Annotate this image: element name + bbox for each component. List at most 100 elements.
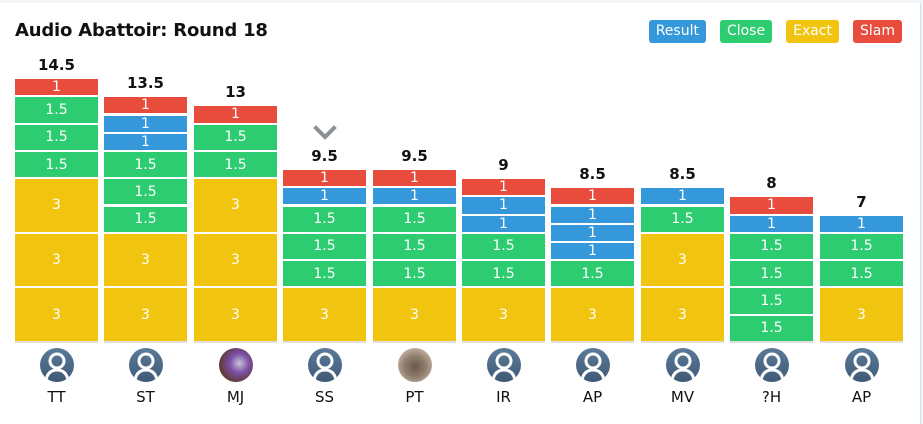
bar-segment-result[interactable]: 1 xyxy=(820,215,903,232)
bar-baseline xyxy=(641,341,724,343)
bar-segment-result[interactable]: 1 xyxy=(551,206,634,223)
total-label: 8 xyxy=(766,174,777,193)
bar-segment-exact[interactable]: 3 xyxy=(462,288,545,341)
bar-segment-close[interactable]: 1.5 xyxy=(730,233,813,260)
avatar-photo[interactable] xyxy=(397,348,432,382)
bar-segment-result[interactable]: 1 xyxy=(730,215,813,232)
bar-segment-slam[interactable]: 1 xyxy=(15,79,98,96)
player-initials: AP xyxy=(851,388,872,406)
bar-baseline xyxy=(730,341,813,343)
legend-close[interactable]: Close xyxy=(719,20,773,43)
bar-segment-result[interactable]: 1 xyxy=(104,133,187,150)
bar-segment-result[interactable]: 1 xyxy=(641,188,724,205)
bar-segment-exact[interactable]: 3 xyxy=(194,288,277,341)
player-initials: ?H xyxy=(761,388,782,406)
bar-segment-close[interactable]: 1.5 xyxy=(104,206,187,232)
bar-segment-slam[interactable]: 1 xyxy=(462,179,545,196)
bar-segment-close[interactable]: 1.5 xyxy=(283,206,366,232)
bar-baseline xyxy=(194,341,277,343)
bar-segment-close[interactable]: 1.5 xyxy=(283,233,366,260)
bar-baseline xyxy=(104,341,187,343)
bar-segment-exact[interactable]: 3 xyxy=(104,288,187,341)
bar-segment-close[interactable]: 1.5 xyxy=(104,151,187,178)
legend-result[interactable]: Result xyxy=(648,20,706,43)
user-avatar-icon[interactable] xyxy=(486,348,521,382)
bar-segment-result[interactable]: 1 xyxy=(551,242,634,260)
bar-segment-slam[interactable]: 1 xyxy=(373,170,456,187)
bar-baseline xyxy=(462,341,545,343)
chevron-down-icon[interactable] xyxy=(312,125,337,141)
user-avatar-icon[interactable] xyxy=(665,348,700,382)
bar-baseline xyxy=(820,341,903,343)
bar-segment-exact[interactable]: 3 xyxy=(194,233,277,287)
player-initials: ST xyxy=(136,388,155,406)
avatar-photo[interactable] xyxy=(218,348,253,382)
bar-segment-close[interactable]: 1.5 xyxy=(373,233,456,260)
bar-segment-exact[interactable]: 3 xyxy=(641,288,724,341)
legend-slam[interactable]: Slam xyxy=(853,20,902,43)
player-initials: PT xyxy=(405,388,424,406)
bar-segment-exact[interactable]: 3 xyxy=(104,233,187,287)
total-label: 13 xyxy=(225,83,246,102)
bar-segment-close[interactable]: 1.5 xyxy=(820,233,903,260)
bar-segment-result[interactable]: 1 xyxy=(283,188,366,205)
bar-segment-close[interactable]: 1.5 xyxy=(373,261,456,287)
bar-segment-result[interactable]: 1 xyxy=(104,115,187,132)
user-avatar-icon[interactable] xyxy=(128,348,163,382)
bar-segment-slam[interactable]: 1 xyxy=(730,197,813,214)
bar-baseline xyxy=(551,341,634,343)
chart-title: Audio Abattoir: Round 18 xyxy=(15,20,268,41)
bar-segment-close[interactable]: 1.5 xyxy=(730,261,813,287)
bar-segment-exact[interactable]: 3 xyxy=(15,179,98,232)
bar-segment-close[interactable]: 1.5 xyxy=(104,179,187,205)
bar-segment-slam[interactable]: 1 xyxy=(194,106,277,123)
user-avatar-icon[interactable] xyxy=(575,348,610,382)
total-label: 13.5 xyxy=(126,74,164,93)
bar-segment-close[interactable]: 1.5 xyxy=(730,288,813,314)
bar-segment-exact[interactable]: 3 xyxy=(194,179,277,232)
bar-segment-close[interactable]: 1.5 xyxy=(462,233,545,260)
bar-segment-slam[interactable]: 1 xyxy=(104,97,187,114)
bar-segment-exact[interactable]: 3 xyxy=(551,288,634,341)
total-label: 8.5 xyxy=(669,165,696,184)
user-avatar-icon[interactable] xyxy=(307,348,342,382)
legend-exact[interactable]: Exact xyxy=(786,20,839,43)
bar-segment-close[interactable]: 1.5 xyxy=(194,124,277,150)
bar-segment-close[interactable]: 1.5 xyxy=(15,97,98,123)
stacked-bar-chart: 3 3 3 1.5 1.5 1.5 1 14.5 TT 3 3 1.5 1.5 1.5 1 1 1 13.5 ST 3… xyxy=(0,3,920,424)
player-initials: AP xyxy=(582,388,603,406)
bar-segment-exact[interactable]: 3 xyxy=(373,288,456,341)
total-label: 14.5 xyxy=(37,56,75,75)
user-avatar-icon[interactable] xyxy=(844,348,879,382)
user-avatar-icon[interactable] xyxy=(754,348,789,382)
legend: Result Close Exact Slam xyxy=(648,20,902,43)
bar-baseline xyxy=(283,341,366,343)
bar-segment-exact[interactable]: 3 xyxy=(820,288,903,341)
bar-segment-close[interactable]: 1.5 xyxy=(373,206,456,232)
bar-segment-result[interactable]: 1 xyxy=(462,197,545,214)
user-avatar-icon[interactable] xyxy=(39,348,74,382)
bar-segment-exact[interactable]: 3 xyxy=(15,288,98,341)
bar-segment-close[interactable]: 1.5 xyxy=(730,315,813,341)
bar-segment-close[interactable]: 1.5 xyxy=(15,151,98,178)
player-initials: TT xyxy=(47,388,66,406)
bar-baseline xyxy=(15,341,98,343)
bar-segment-close[interactable]: 1.5 xyxy=(283,261,366,287)
total-label: 9.5 xyxy=(311,147,338,166)
bar-segment-result[interactable]: 1 xyxy=(462,215,545,232)
total-label: 9 xyxy=(498,156,509,175)
bar-segment-slam[interactable]: 1 xyxy=(283,170,366,187)
bar-segment-result[interactable]: 1 xyxy=(551,224,634,241)
bar-segment-close[interactable]: 1.5 xyxy=(641,206,724,232)
total-label: 8.5 xyxy=(579,165,606,184)
bar-segment-result[interactable]: 1 xyxy=(373,188,456,205)
bar-segment-exact[interactable]: 3 xyxy=(283,288,366,341)
bar-segment-close[interactable]: 1.5 xyxy=(194,151,277,178)
bar-segment-close[interactable]: 1.5 xyxy=(15,124,98,150)
bar-segment-close[interactable]: 1.5 xyxy=(820,261,903,287)
bar-segment-exact[interactable]: 3 xyxy=(15,233,98,287)
bar-segment-close[interactable]: 1.5 xyxy=(551,261,634,287)
bar-segment-close[interactable]: 1.5 xyxy=(462,261,545,287)
bar-segment-exact[interactable]: 3 xyxy=(641,233,724,287)
bar-segment-slam[interactable]: 1 xyxy=(551,188,634,205)
